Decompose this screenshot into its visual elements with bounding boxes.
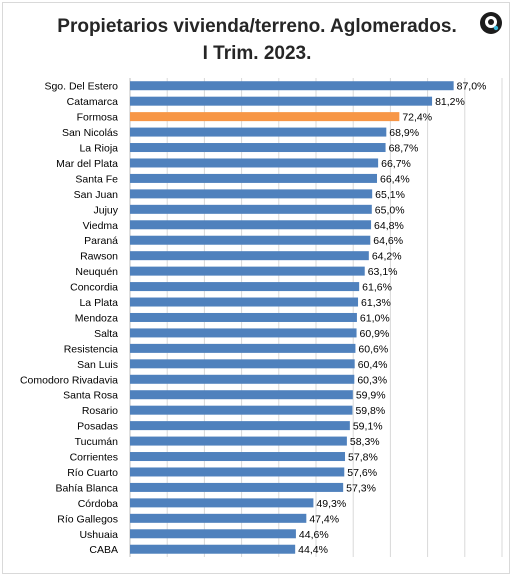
value-label: 44,4% bbox=[298, 544, 328, 556]
bar bbox=[130, 189, 373, 199]
value-label: 59,1% bbox=[353, 421, 383, 433]
value-label: 64,6% bbox=[373, 235, 403, 247]
value-label: 72,4% bbox=[402, 112, 432, 124]
category-label: Sgo. Del Estero bbox=[44, 81, 118, 93]
bar bbox=[130, 81, 454, 91]
category-label: La Rioja bbox=[79, 143, 118, 155]
bar-highlight bbox=[130, 112, 400, 122]
category-label: Río Gallegos bbox=[57, 513, 118, 525]
value-label: 57,6% bbox=[347, 467, 377, 479]
bar bbox=[130, 544, 296, 554]
category-label: CABA bbox=[89, 544, 118, 556]
bar bbox=[130, 498, 314, 508]
value-label: 63,1% bbox=[368, 266, 398, 278]
bar bbox=[130, 220, 372, 230]
category-label: Comodoro Rivadavia bbox=[20, 374, 118, 386]
value-label: 87,0% bbox=[457, 81, 487, 93]
category-label: Rawson bbox=[80, 251, 118, 263]
value-label: 61,6% bbox=[362, 282, 392, 294]
bar bbox=[130, 282, 360, 292]
chart-title-line-1: Propietarios vivienda/terreno. Aglomerad… bbox=[57, 16, 457, 37]
bar bbox=[130, 390, 353, 400]
bar bbox=[130, 343, 356, 353]
value-label: 68,9% bbox=[389, 127, 419, 139]
value-label: 66,4% bbox=[380, 173, 410, 185]
bar bbox=[130, 96, 433, 106]
value-label: 64,2% bbox=[372, 251, 402, 263]
category-label: Resistencia bbox=[64, 343, 118, 355]
bar bbox=[130, 235, 371, 245]
category-label: Mar del Plata bbox=[56, 158, 118, 170]
category-label: Bahía Blanca bbox=[56, 482, 119, 494]
value-label: 61,3% bbox=[361, 297, 391, 309]
value-label: 58,3% bbox=[350, 436, 380, 448]
category-label: Viedma bbox=[83, 220, 119, 232]
value-label: 44,6% bbox=[299, 529, 329, 541]
value-label: 57,8% bbox=[348, 452, 378, 464]
bar bbox=[130, 251, 369, 261]
bar bbox=[130, 143, 386, 153]
value-label: 81,2% bbox=[435, 96, 465, 108]
category-label: Santa Fe bbox=[75, 173, 118, 185]
bar bbox=[130, 452, 346, 462]
bar bbox=[130, 297, 359, 307]
value-label: 47,4% bbox=[309, 513, 339, 525]
value-label: 60,9% bbox=[360, 328, 390, 340]
category-label: San Juan bbox=[74, 189, 119, 201]
value-label: 60,6% bbox=[358, 343, 388, 355]
category-label: Rosario bbox=[82, 405, 118, 417]
category-label: Córdoba bbox=[78, 498, 118, 510]
value-label: 59,8% bbox=[355, 405, 385, 417]
bar bbox=[130, 328, 357, 338]
category-label: Ushuaia bbox=[79, 529, 118, 541]
value-label: 65,1% bbox=[375, 189, 405, 201]
category-label: Tucumán bbox=[75, 436, 119, 448]
chart-title: Propietarios vivienda/terreno. Aglomerad… bbox=[3, 13, 511, 67]
category-label: Paraná bbox=[84, 235, 118, 247]
category-label: Corrientes bbox=[70, 452, 118, 464]
category-label: Neuquén bbox=[75, 266, 118, 278]
bar bbox=[130, 405, 353, 415]
bar bbox=[130, 173, 378, 183]
bar bbox=[130, 529, 296, 539]
category-label: Santa Rosa bbox=[63, 390, 118, 402]
bar bbox=[130, 359, 355, 369]
category-label: La Plata bbox=[79, 297, 118, 309]
category-label: San Nicolás bbox=[62, 127, 118, 139]
bar bbox=[130, 482, 344, 492]
value-label: 57,3% bbox=[346, 482, 376, 494]
category-label: Posadas bbox=[77, 421, 118, 433]
bar bbox=[130, 127, 387, 137]
category-label: Mendoza bbox=[75, 312, 118, 324]
value-label: 61,0% bbox=[360, 312, 390, 324]
category-label: Jujuy bbox=[93, 204, 118, 216]
chart-title-line-2: I Trim. 2023. bbox=[202, 43, 312, 64]
value-label: 60,3% bbox=[357, 374, 387, 386]
value-label: 49,3% bbox=[316, 498, 346, 510]
bar bbox=[130, 436, 347, 446]
value-label: 68,7% bbox=[389, 143, 419, 155]
category-label: San Luis bbox=[77, 359, 118, 371]
bar bbox=[130, 204, 372, 214]
bar bbox=[130, 158, 379, 168]
category-label: Catamarca bbox=[67, 96, 119, 108]
category-label: Salta bbox=[94, 328, 118, 340]
bar bbox=[130, 421, 350, 431]
bar bbox=[130, 467, 345, 477]
value-label: 66,7% bbox=[381, 158, 411, 170]
category-label: Formosa bbox=[77, 112, 119, 124]
value-label: 64,8% bbox=[374, 220, 404, 232]
value-label: 59,9% bbox=[356, 390, 386, 402]
category-label: Concordia bbox=[70, 282, 118, 294]
category-label: Río Cuarto bbox=[67, 467, 118, 479]
bar bbox=[130, 312, 357, 322]
bar bbox=[130, 374, 355, 384]
value-label: 60,4% bbox=[358, 359, 388, 371]
circle-logo-icon bbox=[480, 12, 502, 34]
bar bbox=[130, 513, 307, 523]
bar bbox=[130, 266, 365, 276]
value-label: 65,0% bbox=[375, 204, 405, 216]
